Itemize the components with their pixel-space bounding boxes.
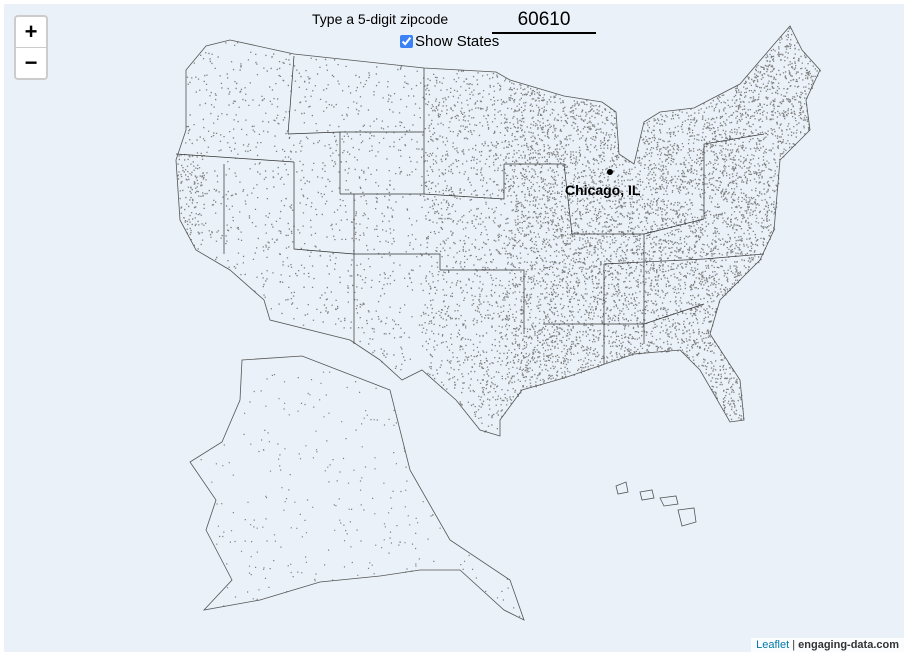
- attribution: Leaflet | engaging-data.com: [751, 638, 904, 652]
- attribution-source: engaging-data.com: [798, 639, 899, 651]
- attribution-separator: |: [792, 639, 796, 651]
- hawaii-island: [615, 481, 629, 495]
- show-states-label: Show States: [415, 33, 500, 50]
- location-marker[interactable]: [607, 169, 613, 175]
- zoom-out-button[interactable]: −: [16, 47, 46, 78]
- map[interactable]: + − Type a 5-digit zipcode Show States C…: [4, 4, 904, 652]
- state-border: [354, 253, 441, 270]
- marker-label: Chicago, IL: [565, 182, 641, 198]
- zipcode-label: Type a 5-digit zipcode: [312, 11, 449, 27]
- hawaii-island: [639, 489, 655, 501]
- state-border: [504, 163, 573, 235]
- zoom-in-button[interactable]: +: [24, 19, 38, 44]
- state-border: [340, 68, 425, 133]
- zipcode-dots: [177, 27, 822, 617]
- state-border: [287, 55, 295, 135]
- us-outline: [175, 25, 821, 437]
- state-border: [293, 162, 355, 255]
- state-border: [340, 132, 425, 195]
- hawaii-island: [659, 495, 679, 507]
- hawaii-island: [677, 507, 697, 527]
- zipcode-control: Type a 5-digit zipcode Show States: [312, 8, 596, 50]
- zoom-control: + −: [14, 15, 48, 80]
- state-border: [603, 253, 765, 265]
- state-border: [703, 133, 765, 219]
- show-states-toggle[interactable]: Show States: [400, 33, 499, 50]
- show-states-checkbox[interactable]: [400, 35, 413, 48]
- zipcode-input[interactable]: [492, 8, 596, 34]
- zipcode-dot-map: [175, 25, 822, 621]
- state-border: [423, 164, 505, 200]
- alaska-outline: [189, 355, 525, 621]
- state-border: [175, 153, 295, 163]
- leaflet-link[interactable]: Leaflet: [756, 639, 790, 651]
- state-border: [440, 269, 525, 334]
